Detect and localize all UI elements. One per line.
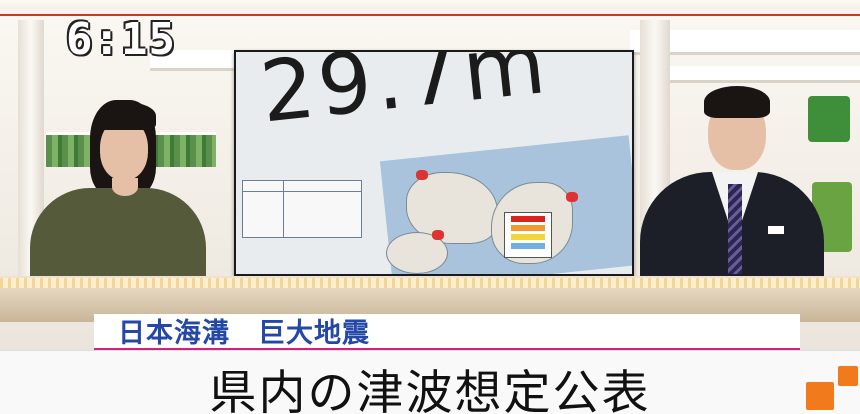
desk-lights xyxy=(0,278,860,288)
tsunami-height-text: 29.7m xyxy=(256,50,554,142)
pocket-square xyxy=(768,226,784,234)
headline-text: 県内の津波想定公表 xyxy=(209,366,651,414)
time-display: 6:15 xyxy=(66,14,176,65)
decor-cube xyxy=(806,382,834,410)
map-table xyxy=(242,180,362,238)
green-panel xyxy=(808,96,850,142)
studio-monitor: 29.7m xyxy=(234,50,634,276)
decor-cube xyxy=(838,366,858,386)
map-inundation-mark xyxy=(432,230,444,240)
set-panel xyxy=(660,66,860,83)
anchor-bangs xyxy=(96,102,156,130)
map-legend xyxy=(504,212,552,258)
headline-banner xyxy=(0,350,860,414)
map-inundation-mark xyxy=(566,192,578,202)
anchor-neck xyxy=(112,178,138,196)
topic-label: 日本海溝 巨大地震 xyxy=(118,318,370,349)
set-panel xyxy=(150,50,240,71)
map-inundation-mark xyxy=(416,170,428,180)
anchor-tie xyxy=(728,184,742,274)
ceiling-beam xyxy=(0,4,860,16)
anchor-hair xyxy=(704,86,770,118)
